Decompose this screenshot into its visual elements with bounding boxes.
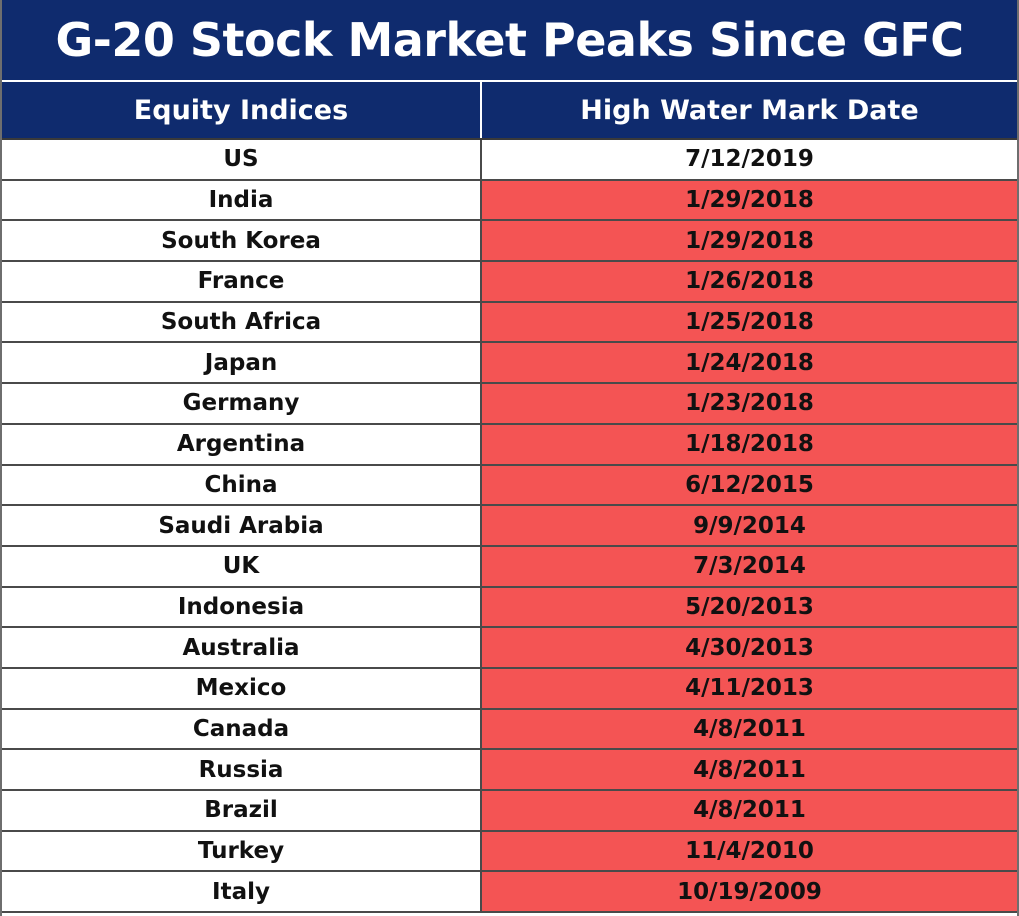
table-row: China 6/12/2015	[2, 465, 1017, 507]
high-water-mark-date-cell: 1/18/2018	[482, 424, 1017, 464]
equity-index-cell: Russia	[2, 750, 482, 789]
high-water-mark-date-cell: 10/19/2009	[482, 872, 1017, 912]
equity-index-cell: China	[2, 465, 482, 505]
table-row: Germany 1/23/2018	[2, 384, 1017, 425]
equity-index-cell: Indonesia	[2, 587, 482, 627]
table-row: India 1/29/2018	[2, 180, 1017, 222]
equity-index-cell: Brazil	[2, 791, 482, 830]
table-row: Saudi Arabia 9/9/2014	[2, 506, 1017, 547]
equity-index-cell: Canada	[2, 709, 482, 749]
equity-index-cell: Mexico	[2, 668, 482, 708]
table-row: Turkey 11/4/2010	[2, 831, 1017, 873]
high-water-mark-date-cell: 5/20/2013	[482, 587, 1017, 627]
high-water-mark-date-cell: 1/23/2018	[482, 384, 1017, 423]
equity-index-cell: Turkey	[2, 831, 482, 871]
high-water-mark-date-cell: 4/8/2011	[482, 791, 1017, 830]
equity-index-cell: France	[2, 262, 482, 301]
table-row: Canada 4/8/2011	[2, 709, 1017, 751]
table-title: G-20 Stock Market Peaks Since GFC	[55, 13, 964, 67]
table-header-row: Equity Indices High Water Mark Date	[2, 82, 1017, 140]
table-row: Indonesia 5/20/2013	[2, 587, 1017, 629]
table-row: France 1/26/2018	[2, 262, 1017, 303]
table-row: Italy 10/19/2009	[2, 872, 1017, 914]
equity-index-cell: UK	[2, 546, 482, 586]
equity-index-cell: India	[2, 180, 482, 220]
table-row: Brazil 4/8/2011	[2, 791, 1017, 832]
equity-index-cell: Australia	[2, 628, 482, 667]
table-row: Russia 4/8/2011	[2, 750, 1017, 791]
table-row: Australia 4/30/2013	[2, 628, 1017, 669]
equity-index-cell: South Korea	[2, 221, 482, 261]
high-water-mark-date-cell: 1/24/2018	[482, 343, 1017, 383]
high-water-mark-date-cell: 1/29/2018	[482, 221, 1017, 261]
high-water-mark-date-cell: 4/30/2013	[482, 628, 1017, 667]
high-water-mark-date-cell: 7/3/2014	[482, 546, 1017, 586]
high-water-mark-date-cell: 4/8/2011	[482, 709, 1017, 749]
equity-index-cell: US	[2, 140, 482, 179]
high-water-mark-date-cell: 4/11/2013	[482, 668, 1017, 708]
high-water-mark-date-cell: 4/8/2011	[482, 750, 1017, 789]
high-water-mark-date-cell: 11/4/2010	[482, 831, 1017, 871]
equity-index-cell: Argentina	[2, 424, 482, 464]
equity-index-cell: Germany	[2, 384, 482, 423]
high-water-mark-date-cell: 1/25/2018	[482, 302, 1017, 342]
high-water-mark-date-cell: 1/29/2018	[482, 180, 1017, 220]
high-water-mark-date-cell: 9/9/2014	[482, 506, 1017, 545]
table-row: South Korea 1/29/2018	[2, 221, 1017, 263]
table-row: UK 7/3/2014	[2, 546, 1017, 588]
table-row: Mexico 4/11/2013	[2, 668, 1017, 710]
equity-index-cell: Japan	[2, 343, 482, 383]
table-body: US 7/12/2019 India 1/29/2018 South Korea 1/29…	[2, 140, 1017, 914]
table-row: Argentina 1/18/2018	[2, 424, 1017, 466]
table-row: US 7/12/2019	[2, 140, 1017, 181]
equity-index-cell: Saudi Arabia	[2, 506, 482, 545]
equity-index-cell: South Africa	[2, 302, 482, 342]
high-water-mark-date-cell: 6/12/2015	[482, 465, 1017, 505]
table-title-bar: G-20 Stock Market Peaks Since GFC	[2, 0, 1017, 82]
table-row: Japan 1/24/2018	[2, 343, 1017, 385]
high-water-mark-date-cell: 1/26/2018	[482, 262, 1017, 301]
column-header-equity-indices: Equity Indices	[2, 82, 482, 138]
column-header-high-water-mark-date: High Water Mark Date	[580, 94, 919, 126]
equity-index-cell: Italy	[2, 872, 482, 912]
high-water-mark-date-cell: 7/12/2019	[482, 140, 1017, 179]
table-row: South Africa 1/25/2018	[2, 302, 1017, 344]
